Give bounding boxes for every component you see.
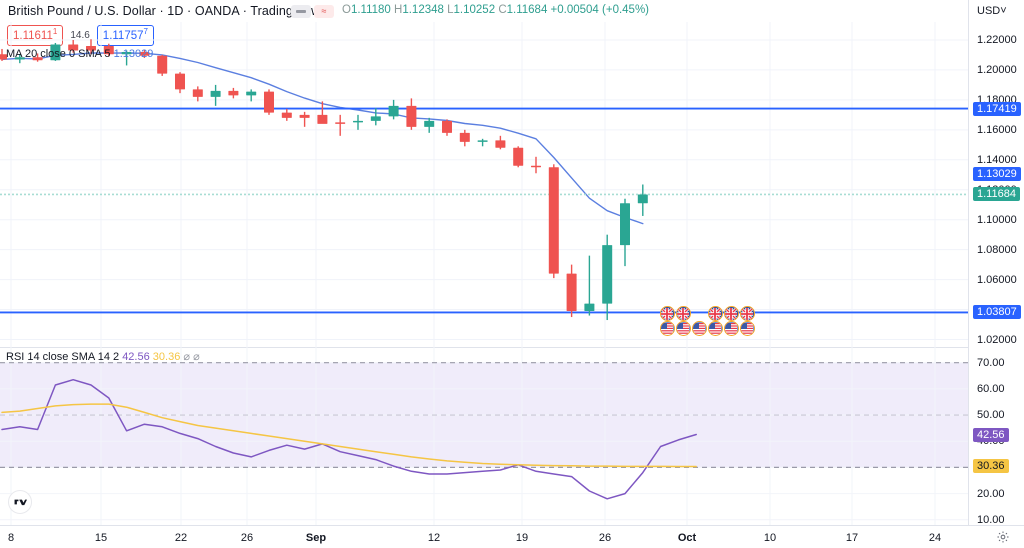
- time-axis-tick: 26: [598, 532, 612, 544]
- rsi-indicator-legend[interactable]: RSI 14 close SMA 14 2 42.56 30.36 ⌀ ⌀: [6, 350, 200, 363]
- chart-header: British Pound / U.S. Dollar · 1D · OANDA…: [0, 0, 1024, 22]
- ohlc-close-value: 1.11684: [506, 4, 548, 16]
- symbol-title[interactable]: British Pound / U.S. Dollar · 1D · OANDA…: [8, 4, 321, 18]
- chart-style-chip[interactable]: [291, 5, 311, 18]
- time-axis-tick: 10: [763, 532, 777, 544]
- price-pane[interactable]: [0, 22, 968, 347]
- uk-flag-icon: [725, 307, 738, 320]
- pane-divider: [0, 347, 1024, 348]
- price-axis-tick: 1.08000: [977, 243, 1017, 256]
- gear-icon[interactable]: [996, 530, 1010, 544]
- ma-indicator-legend[interactable]: MA 20 close 0 SMA 5 1.13029: [6, 48, 153, 60]
- rsi-legend-value: 42.56: [122, 351, 150, 363]
- ohlc-open-label: O: [342, 4, 351, 16]
- price-axis[interactable]: USD˅ 1.22000 1.20000 1.18000 1.16000 1.14000…: [968, 0, 1024, 526]
- ohlc-values: O1.11180 H1.12348 L1.10252 C1.11684 +0.0…: [342, 4, 649, 16]
- us-flag-icon: [677, 322, 690, 335]
- low-price-badge[interactable]: 1.116111: [7, 25, 64, 47]
- time-axis-tick: 19: [515, 532, 529, 544]
- time-axis-tick: 12: [427, 532, 441, 544]
- event-marker-us[interactable]: [676, 321, 691, 336]
- event-marker-uk[interactable]: [676, 306, 691, 321]
- event-marker-uk[interactable]: [660, 306, 675, 321]
- uk-flag-icon: [677, 307, 690, 320]
- us-flag-icon: [741, 322, 754, 335]
- rsi-axis-badge[interactable]: 42.56: [973, 427, 1009, 442]
- time-axis-tick: Sep: [305, 532, 327, 544]
- price-axis-badge[interactable]: 1.11684: [973, 187, 1020, 202]
- event-marker-uk[interactable]: [724, 306, 739, 321]
- us-flag-icon: [693, 322, 706, 335]
- rsi-axis-tick: 60.00: [977, 382, 1005, 395]
- ohlc-low-value: 1.10252: [453, 4, 496, 16]
- rsi-sma-legend-value: 30.36: [152, 351, 181, 363]
- ma-legend-value: 1.13029: [113, 48, 154, 60]
- price-axis-tick: 1.02000: [977, 333, 1017, 346]
- no-entry-icon-2[interactable]: ⌀: [193, 351, 200, 363]
- rsi-chart: [0, 347, 968, 525]
- time-axis-tick: 8: [7, 532, 15, 544]
- ohlc-high-label: H: [394, 4, 403, 16]
- time-axis-tick: 26: [240, 532, 254, 544]
- us-flag-icon: [725, 322, 738, 335]
- price-axis-tick: 1.06000: [977, 273, 1017, 286]
- us-flag-icon: [709, 322, 722, 335]
- price-axis-tick: 1.10000: [977, 213, 1017, 226]
- rsi-axis-tick: 20.00: [977, 487, 1005, 500]
- price-axis-tick: 1.14000: [977, 153, 1017, 166]
- uk-flag-icon: [709, 307, 722, 320]
- header-chip-row: ≈: [291, 5, 334, 18]
- uk-flag-icon: [741, 307, 754, 320]
- event-marker-us[interactable]: [708, 321, 723, 336]
- no-entry-icon-1[interactable]: ⌀: [183, 351, 190, 363]
- rsi-axis-tick: 10.00: [977, 513, 1005, 526]
- event-marker-us[interactable]: [692, 321, 707, 336]
- time-axis-tick: Oct: [677, 532, 697, 544]
- price-axis-badge[interactable]: 1.17419: [973, 101, 1021, 116]
- candlestick-chart: [0, 22, 968, 347]
- tradingview-logo-icon: [14, 499, 27, 506]
- spread-value: 14.6: [70, 30, 90, 42]
- event-marker-us[interactable]: [740, 321, 755, 336]
- rsi-axis-badge[interactable]: 30.36: [973, 459, 1009, 474]
- price-axis-badge[interactable]: 1.13029: [973, 167, 1021, 182]
- ohlc-high-value: 1.12348: [402, 4, 444, 16]
- time-axis-tick: 15: [94, 532, 108, 544]
- uk-flag-icon: [661, 307, 674, 320]
- price-axis-tick: 1.20000: [977, 63, 1017, 76]
- us-flag-icon: [661, 322, 674, 335]
- rsi-axis-tick: 50.00: [977, 409, 1005, 422]
- price-axis-tick: 1.22000: [977, 33, 1017, 46]
- time-axis[interactable]: 8 15 22 26 Sep 12 19 26 Oct 10 17 24: [0, 525, 1024, 548]
- price-marker-badges: 1.116111 14.6 1.117577: [7, 25, 154, 47]
- ohlc-low-label: L: [447, 4, 454, 16]
- event-marker-uk[interactable]: [740, 306, 755, 321]
- price-axis-badge[interactable]: 1.03807: [973, 305, 1021, 320]
- event-marker-us[interactable]: [660, 321, 675, 336]
- ma-legend-text: MA 20 close 0 SMA 5: [6, 48, 111, 60]
- tradingview-logo[interactable]: [8, 490, 32, 514]
- time-axis-tick: 22: [174, 532, 188, 544]
- rsi-pane[interactable]: [0, 347, 968, 525]
- high-price-badge[interactable]: 1.117577: [96, 25, 154, 47]
- event-marker-us[interactable]: [724, 321, 739, 336]
- currency-label[interactable]: USD˅: [977, 5, 1007, 17]
- time-axis-tick: 24: [928, 532, 942, 544]
- ohlc-change: +0.00504 (+0.45%): [550, 4, 650, 16]
- indicator-chip[interactable]: ≈: [314, 5, 334, 18]
- rsi-legend-text: RSI 14 close SMA 14 2: [6, 351, 120, 363]
- price-axis-tick: 1.16000: [977, 123, 1017, 136]
- ohlc-open-value: 1.11180: [350, 4, 391, 16]
- time-axis-tick: 17: [845, 532, 859, 544]
- rsi-axis-tick: 70.00: [977, 356, 1005, 369]
- event-marker-uk[interactable]: [708, 306, 723, 321]
- ohlc-close-label: C: [498, 4, 507, 16]
